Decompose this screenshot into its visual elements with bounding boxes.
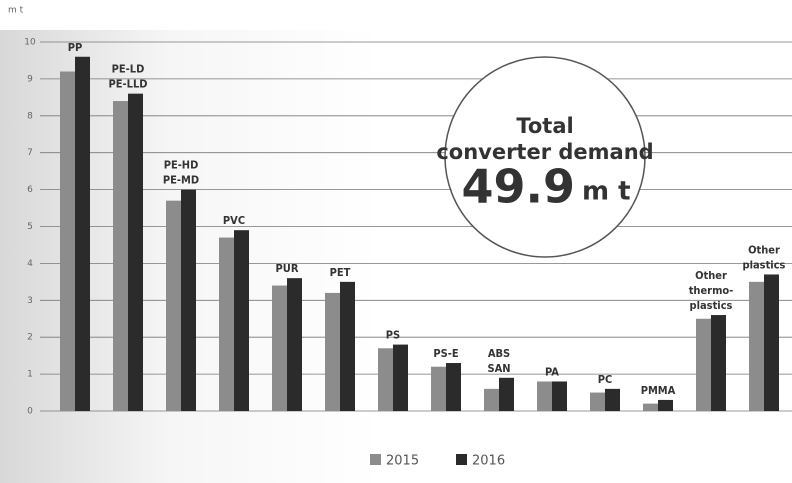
category-label: PS-E xyxy=(433,347,458,360)
category-label: PE-LD xyxy=(112,63,145,76)
total-badge: Total converter demand 49.9 m t xyxy=(436,56,654,258)
bar xyxy=(393,344,408,411)
bar xyxy=(749,281,764,411)
bar xyxy=(658,399,673,411)
legend-label: 2016 xyxy=(472,454,505,469)
y-tick-label: 3 xyxy=(27,296,33,306)
bar xyxy=(643,403,658,411)
category-label: PUR xyxy=(276,262,299,275)
legend-label: 2015 xyxy=(386,454,419,469)
bar xyxy=(499,377,514,411)
category-label: PC xyxy=(598,373,613,386)
y-tick-label: 8 xyxy=(27,111,33,121)
bar xyxy=(75,56,90,411)
bar xyxy=(537,381,552,411)
y-tick-label: 2 xyxy=(27,333,33,343)
y-tick-label: 1 xyxy=(27,370,33,380)
bar xyxy=(234,230,249,411)
y-axis-unit: m t xyxy=(8,6,24,16)
category-label: SAN xyxy=(487,362,510,375)
category-label: PMMA xyxy=(641,384,676,397)
bar xyxy=(446,363,461,411)
bar xyxy=(431,366,446,411)
badge-unit: m t xyxy=(582,177,631,207)
y-tick-label: 9 xyxy=(27,74,33,84)
bar xyxy=(378,348,393,411)
category-label: plastics xyxy=(743,258,786,271)
badge-line: Total xyxy=(516,114,573,138)
category-label: PE-HD xyxy=(164,159,199,172)
y-tick-label: 5 xyxy=(27,222,33,232)
bar xyxy=(484,388,499,411)
bar xyxy=(219,237,234,411)
category-label: PP xyxy=(68,41,83,54)
bar xyxy=(287,278,302,411)
category-label: Other xyxy=(695,269,727,282)
bar xyxy=(605,388,620,411)
badge-circle xyxy=(444,56,646,258)
badge-line: converter demand xyxy=(436,140,653,164)
y-tick-label: 0 xyxy=(27,407,33,417)
category-label: ABS xyxy=(488,347,510,360)
category-label: plastics xyxy=(690,299,733,312)
badge-value: 49.9 xyxy=(462,160,576,214)
category-label: Other xyxy=(748,243,780,256)
bar xyxy=(272,285,287,411)
bar xyxy=(552,381,567,411)
bar xyxy=(166,200,181,411)
bar xyxy=(590,392,605,411)
category-label: PS xyxy=(386,329,400,342)
bar xyxy=(711,315,726,411)
bar xyxy=(340,281,355,411)
category-label: PA xyxy=(545,365,559,378)
y-tick-label: 6 xyxy=(27,185,33,195)
category-label: thermo- xyxy=(689,284,734,297)
category-label: PET xyxy=(330,266,351,279)
category-label: PE-LLD xyxy=(109,78,148,91)
bar xyxy=(128,93,143,411)
y-tick-label: 10 xyxy=(24,38,36,48)
legend-swatch xyxy=(456,454,467,465)
bar xyxy=(764,274,779,411)
legend-swatch xyxy=(370,454,381,465)
bar xyxy=(60,71,75,412)
category-label: PE-MD xyxy=(163,174,199,187)
bar xyxy=(181,189,196,411)
y-tick-label: 4 xyxy=(27,259,33,269)
bar xyxy=(696,318,711,411)
category-label: PVC xyxy=(223,214,245,227)
y-tick-label: 7 xyxy=(27,148,33,158)
bar xyxy=(325,292,340,411)
bar xyxy=(113,101,128,411)
